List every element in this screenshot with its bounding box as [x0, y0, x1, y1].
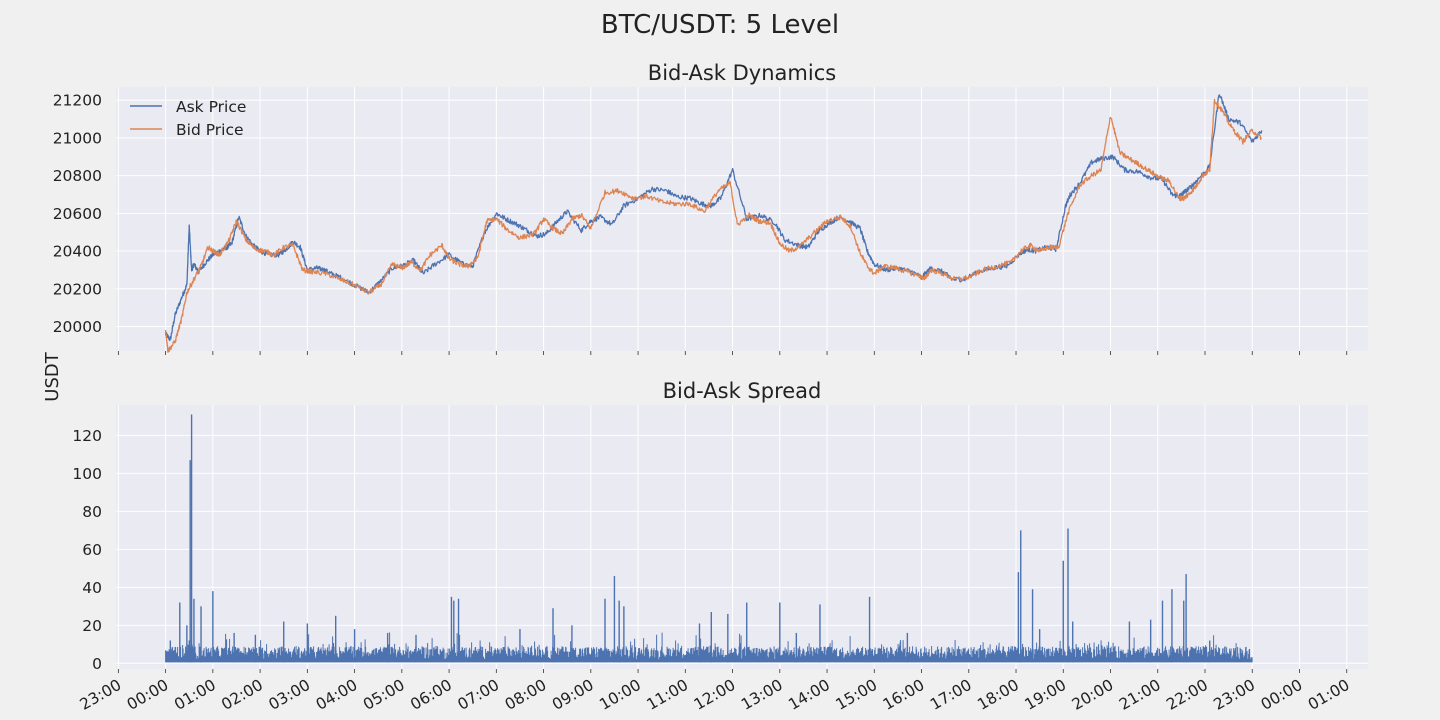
- x-tick-label: 01:00: [171, 676, 219, 714]
- bottom-series: [165, 414, 1253, 663]
- top-grid: [116, 87, 1368, 351]
- x-tick-label: 00:00: [1258, 676, 1306, 714]
- top-y-tick-label: 20200: [53, 280, 102, 298]
- x-tick-label: 14:00: [785, 676, 833, 714]
- bottom-y-tick-label: 100: [72, 465, 102, 483]
- x-tick-label: 18:00: [974, 676, 1022, 714]
- figure-ylabel: USDT: [42, 351, 63, 401]
- bottom-x-ticks: [117, 669, 1348, 673]
- bottom-y-tick-label: 60: [82, 541, 102, 559]
- bottom-y-tick-label: 0: [92, 655, 102, 673]
- x-tick-label: 07:00: [455, 676, 503, 714]
- x-tick-label: 15:00: [833, 676, 881, 714]
- x-tick-label: 10:00: [596, 676, 644, 714]
- spread-baseline-band: [165, 632, 1253, 663]
- x-tick-label: 05:00: [360, 676, 408, 714]
- bottom-y-tick-label: 40: [82, 579, 102, 597]
- x-tick-label: 23:00: [1211, 676, 1259, 714]
- x-tick-label: 00:00: [124, 676, 172, 714]
- x-tick-label: 21:00: [1116, 676, 1164, 714]
- x-tick-label: 06:00: [407, 676, 455, 714]
- bid-price-line: [164, 98, 1262, 353]
- x-tick-label: 04:00: [313, 676, 361, 714]
- top-series: [164, 94, 1263, 353]
- top-axes-background: [116, 87, 1368, 351]
- x-tick-label: 02:00: [218, 676, 266, 714]
- x-tick-label: 12:00: [691, 676, 739, 714]
- top-axes: 20000 20200 20400 20600 20800 21000 21200 Bid-…: [53, 61, 1368, 355]
- x-tick-label: 16:00: [880, 676, 928, 714]
- bottom-y-ticks: 0 20 40 60 80 100 120: [72, 427, 102, 673]
- x-tick-label: 23:00: [77, 676, 125, 714]
- bottom-y-tick-label: 20: [82, 617, 102, 635]
- x-tick-label: 11:00: [644, 676, 692, 714]
- x-tick-label: 13:00: [738, 676, 786, 714]
- bottom-y-tick-label: 120: [72, 427, 102, 445]
- x-tick-label: 19:00: [1022, 676, 1070, 714]
- x-tick-label: 08:00: [502, 676, 550, 714]
- x-tick-label: 01:00: [1305, 676, 1353, 714]
- top-y-tick-label: 20000: [53, 318, 102, 336]
- legend-bid-label: Bid Price: [176, 121, 244, 139]
- x-tick-labels: 23:00 00:00 01:00 02:00 03:00 04:00 05:00 06:00…: [77, 676, 1353, 714]
- x-tick-label: 17:00: [927, 676, 975, 714]
- legend: Ask Price Bid Price: [130, 98, 246, 139]
- top-y-tick-label: 20600: [53, 205, 102, 223]
- top-y-tick-label: 21000: [53, 129, 102, 147]
- bottom-grid: [116, 405, 1368, 669]
- figure-suptitle: BTC/USDT: 5 Level: [601, 10, 839, 40]
- legend-ask-label: Ask Price: [176, 98, 246, 116]
- x-tick-label: 09:00: [549, 676, 597, 714]
- top-axes-title: Bid-Ask Dynamics: [648, 61, 836, 85]
- x-tick-label: 22:00: [1163, 676, 1211, 714]
- x-tick-label: 20:00: [1069, 676, 1117, 714]
- top-y-tick-label: 20800: [53, 167, 102, 185]
- bottom-axes-background: [116, 405, 1368, 669]
- top-x-ticks: [117, 351, 1348, 355]
- bottom-axes: 0 20 40 60 80 100 120 Bid-Ask Spread: [72, 379, 1368, 673]
- top-y-tick-label: 21200: [53, 92, 102, 110]
- top-y-ticks: 20000 20200 20400 20600 20800 21000 21200: [53, 92, 102, 336]
- bottom-axes-title: Bid-Ask Spread: [663, 379, 822, 403]
- top-y-tick-label: 20400: [53, 243, 102, 261]
- x-tick-label: 03:00: [266, 676, 314, 714]
- bottom-y-tick-label: 80: [82, 503, 102, 521]
